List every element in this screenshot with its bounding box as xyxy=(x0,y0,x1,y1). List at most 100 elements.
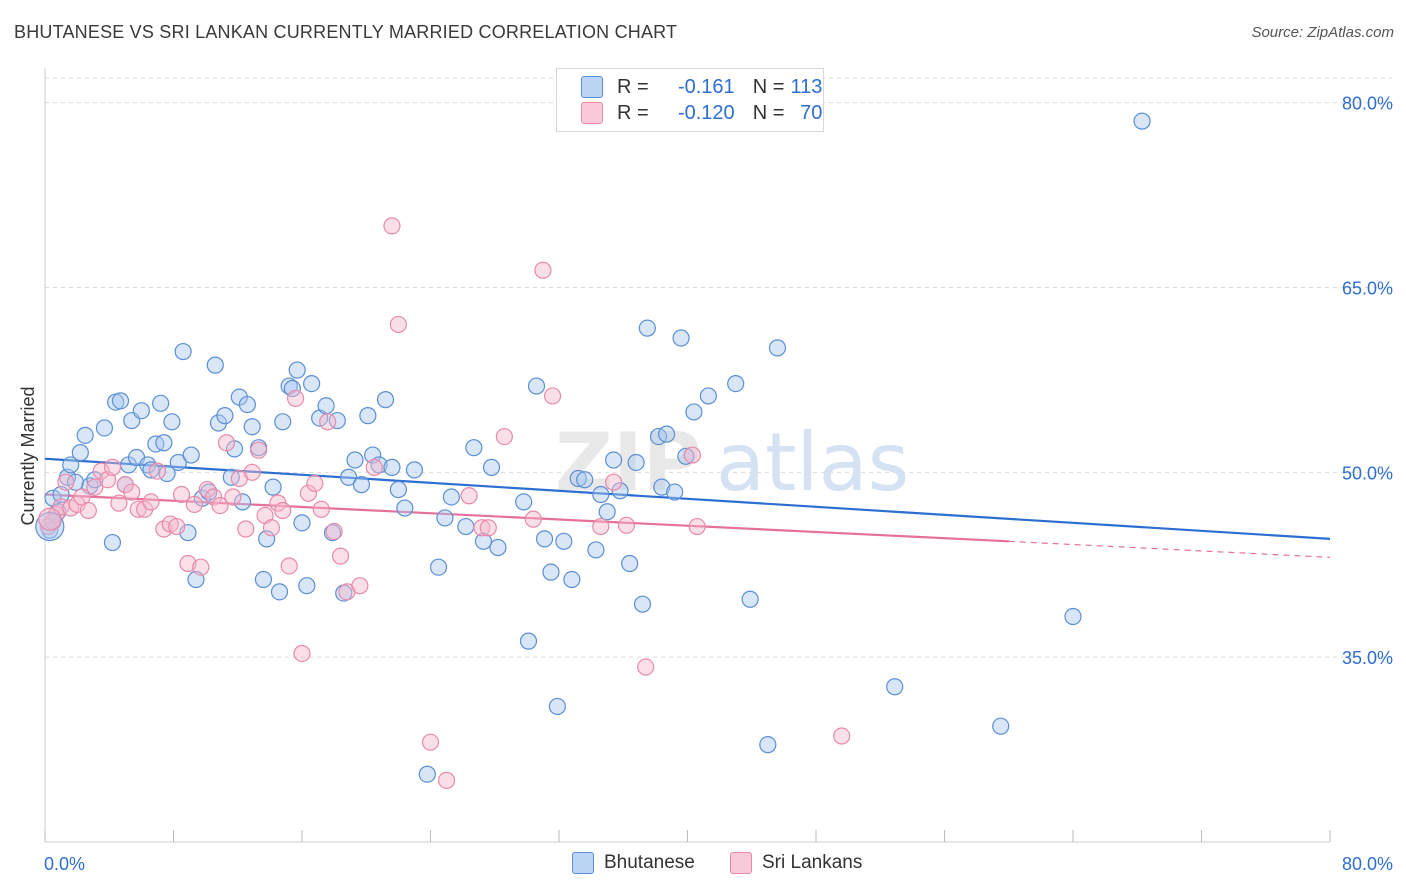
sri-lankan-point xyxy=(306,474,324,493)
legend-swatch-sri-lankans xyxy=(581,102,603,124)
legend-n-label: N = xyxy=(752,75,785,98)
bhutanese-point xyxy=(86,471,104,489)
bhutanese-point xyxy=(62,456,80,474)
bhutanese-point xyxy=(457,517,475,536)
trend-lines xyxy=(44,457,1331,558)
sri-lankan-point xyxy=(299,484,318,502)
legend-row-sri-lankans: R = -0.120 N = 70 xyxy=(581,100,822,126)
sri-lankan-point xyxy=(103,458,122,476)
sri-lankan-point xyxy=(383,217,401,235)
bhutanese-point xyxy=(563,570,581,589)
y-tick-label: 35.0% xyxy=(1342,648,1393,668)
axes xyxy=(44,68,1331,843)
bhutanese-point xyxy=(152,394,170,412)
sri-lankan-point xyxy=(543,387,562,405)
sri-lankan-point xyxy=(250,441,268,459)
bhutanese-point xyxy=(243,418,261,436)
sri-lankan-point xyxy=(460,487,478,505)
bhutanese-point xyxy=(339,468,358,486)
sri-lankan-point xyxy=(185,495,203,513)
bhutanese-point xyxy=(163,413,181,431)
sri-lankan-point xyxy=(142,493,160,511)
bhutanese-point xyxy=(611,482,629,500)
y-axis-title: Currently Married xyxy=(18,386,38,525)
bhutanese-point xyxy=(482,458,501,476)
sri-lankan-point xyxy=(224,488,242,506)
sri-lankan-point xyxy=(331,547,350,565)
sri-lankan-point xyxy=(293,644,311,663)
bhutanese-point xyxy=(1133,112,1151,130)
bhutanese-point xyxy=(638,319,656,337)
bhutanese-point xyxy=(598,503,616,521)
series-swatch-sri-lankans xyxy=(730,852,752,874)
series-legend-bhutanese[interactable]: Bhutanese xyxy=(572,852,695,874)
sri-lankan-point xyxy=(237,520,255,538)
bhutanese-point xyxy=(274,413,292,431)
bhutanese-point xyxy=(293,514,311,532)
bhutanese-point xyxy=(672,329,690,347)
series-swatch-bhutanese xyxy=(572,852,594,874)
bhutanese-point xyxy=(389,480,407,499)
sri-lankan-point xyxy=(243,463,261,481)
bhutanese-point xyxy=(352,476,371,494)
bhutanese-point xyxy=(216,407,234,425)
sri-lankan-point xyxy=(172,485,191,504)
sri-lankan-point xyxy=(421,733,440,751)
series-legend: Bhutanese Sri Lankans xyxy=(0,852,1406,878)
source-label: Source: ZipAtlas.com xyxy=(1251,24,1394,41)
bhutanese-point xyxy=(317,397,335,415)
chart-title: BHUTANESE VS SRI LANKAN CURRENTLY MARRIE… xyxy=(14,22,678,42)
sri-lankan-point xyxy=(688,517,706,536)
bhutanese-point xyxy=(759,736,777,754)
sri-lankan-point xyxy=(274,501,292,520)
bhutanese-point xyxy=(364,446,382,464)
bhutanese-point xyxy=(886,678,904,696)
sri-lankan-point xyxy=(312,500,330,518)
sri-lankan-point xyxy=(148,462,167,480)
bhutanese-point xyxy=(71,444,89,462)
bhutanese-point xyxy=(699,387,717,405)
bhutanese-point xyxy=(111,392,130,410)
bhutanese-point xyxy=(174,342,192,361)
bhutanese-point xyxy=(370,456,388,474)
bhutanese-point xyxy=(633,595,652,613)
sri-lankan-point xyxy=(534,261,552,279)
bhutanese-point xyxy=(519,632,538,650)
bhutanese-point xyxy=(288,361,306,379)
bhutanese-point xyxy=(182,446,200,464)
sri-lankan-point xyxy=(129,500,147,518)
bhutanese-point xyxy=(442,488,460,506)
bhutanese-point xyxy=(548,697,566,716)
series-legend-sri-lankans[interactable]: Sri Lankans xyxy=(730,852,862,874)
bhutanese-point xyxy=(346,451,364,469)
sri-lankan-point xyxy=(205,488,223,506)
sri-lankan-point xyxy=(92,462,110,480)
bhutanese-point xyxy=(768,339,787,357)
sri-lankan-point xyxy=(57,473,75,491)
bhutanese-point xyxy=(658,425,676,443)
sri-lankan-point xyxy=(617,516,636,534)
sri-lankan-point xyxy=(262,519,281,537)
sri-lankan-trend-extension xyxy=(1008,540,1331,558)
bhutanese-point xyxy=(666,483,684,501)
sri-lankan-point xyxy=(86,478,104,496)
sri-lankan-point xyxy=(179,554,197,573)
bhutanese-point xyxy=(270,583,289,601)
sri-lankan-point xyxy=(351,577,369,595)
bhutanese-point xyxy=(396,499,414,517)
bhutanese-point xyxy=(418,765,436,783)
watermark-atlas: atlas xyxy=(716,416,909,509)
bhutanese-point xyxy=(155,434,173,452)
bhutanese-point xyxy=(741,590,759,608)
bhutanese-point xyxy=(685,403,703,421)
bhutanese-point xyxy=(376,391,395,409)
legend-r-label: R = xyxy=(617,101,649,124)
bhutanese-point xyxy=(555,532,573,550)
sri-lankan-point xyxy=(683,446,701,464)
bhutanese-point xyxy=(258,530,276,548)
bhutanese-point xyxy=(254,570,273,589)
bhutanese-point xyxy=(206,356,224,374)
bhutanese-point xyxy=(359,407,377,425)
bhutanese-point xyxy=(587,541,605,559)
